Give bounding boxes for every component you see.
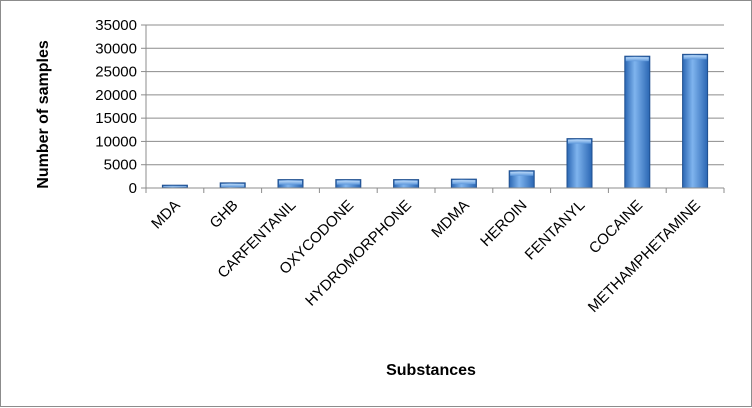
bar-highlight <box>279 180 302 185</box>
x-tick-label: MDMA <box>428 197 472 241</box>
y-axis-title: Number of samples <box>35 40 52 189</box>
y-tick-label: 30000 <box>95 40 137 57</box>
y-tick-labels: 0 5000 10000 15000 20000 25000 30000 35000 <box>95 17 137 197</box>
x-tick-label: FENTANYL <box>522 197 589 264</box>
y-tick-label: 5000 <box>104 157 137 174</box>
bar-highlight <box>452 180 476 185</box>
y-tick-label: 35000 <box>95 17 137 34</box>
bar-fentanyl <box>566 138 593 189</box>
x-tick-label: COCAINE <box>586 197 646 257</box>
bars <box>145 53 725 193</box>
x-axis-title: Substances <box>386 362 476 379</box>
bar-highlight <box>394 180 418 185</box>
y-tick-label: 15000 <box>95 110 137 127</box>
bar-highlight <box>221 183 245 187</box>
x-tick-label: METHAMPHETAMINE <box>585 197 704 316</box>
y-tick-label: 0 <box>129 180 137 197</box>
bar-highlight <box>568 139 591 144</box>
x-tick-label: MDA <box>148 197 184 233</box>
bar-highlight <box>625 57 649 62</box>
x-tick-label: HEROIN <box>477 197 530 250</box>
bar-methamphetamine <box>682 53 709 189</box>
bar-highlight <box>683 55 707 60</box>
bar-cocaine <box>624 55 651 189</box>
bar-highlight <box>163 186 187 187</box>
y-tick-label: 25000 <box>95 64 137 81</box>
bar-highlight <box>510 171 534 176</box>
x-tick-label: HYDROMORPHONE <box>302 197 415 310</box>
x-tick-label: GHB <box>207 197 242 232</box>
y-tick-label: 20000 <box>95 87 137 104</box>
bar-highlight <box>336 180 360 185</box>
y-tick-label: 10000 <box>95 133 137 150</box>
